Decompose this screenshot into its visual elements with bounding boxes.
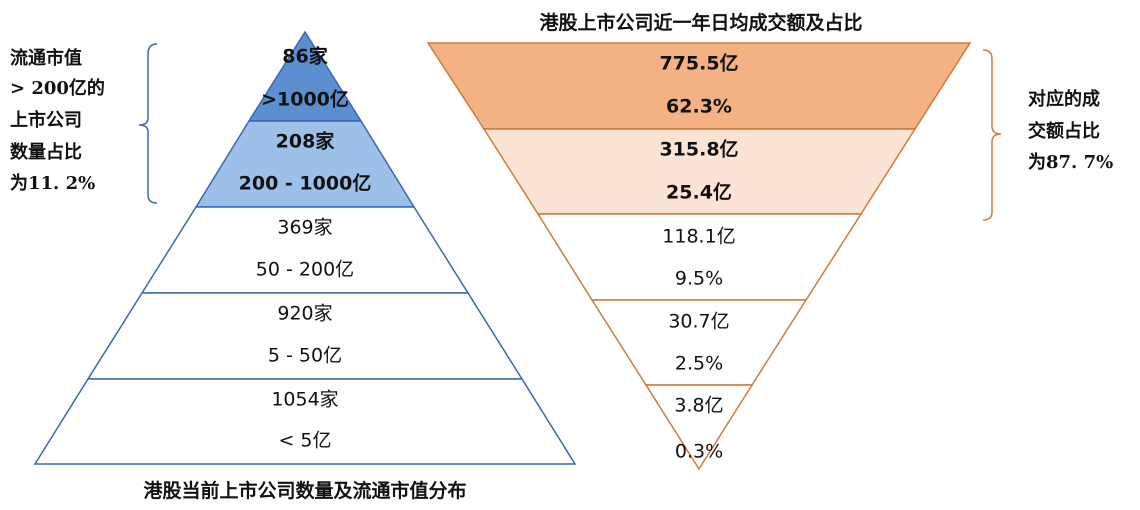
funnel-note-line-3: 为87. 7% xyxy=(1028,151,1113,173)
pyramid-bracket xyxy=(138,43,158,204)
pyramid-caption: 港股当前上市公司数量及流通市值分布 xyxy=(143,479,466,502)
pyramid-note-line-3: 上市公司 xyxy=(10,109,82,131)
pyramid-tier-2-range: 200 - 1000亿 xyxy=(239,172,372,195)
pyramid-tier-5 xyxy=(33,378,577,465)
pyramid-note-line-1: 流通市值 xyxy=(10,47,82,69)
funnel-tier-1-share: 62.3% xyxy=(666,96,732,118)
pyramid-tier-5-count: 1054家 xyxy=(271,389,338,411)
pyramid: 86家 >1000亿 208家 200 - 1000亿 369家 50 - 20… xyxy=(10,30,577,502)
pyramid-tier-2-count: 208家 xyxy=(276,130,336,153)
pyramid-note-line-4: 数量占比 xyxy=(10,141,82,163)
pyramid-tier-1-range: >1000亿 xyxy=(261,88,349,111)
funnel-note-line-2: 交额占比 xyxy=(1028,120,1100,142)
funnel-tier-1-amount: 775.5亿 xyxy=(659,52,738,75)
pyramid-tier-3-count: 369家 xyxy=(277,217,332,239)
funnel: 港股上市公司近一年日均成交额及占比 775.5亿 62.3% 315.8亿 25… xyxy=(426,11,1113,471)
pyramid-note-line-2: > 200亿的 xyxy=(10,77,105,99)
funnel-tier-5-share: 0.3% xyxy=(675,441,723,463)
funnel-note-line-1: 对应的成 xyxy=(1028,88,1100,110)
funnel-tier-3-share: 9.5% xyxy=(675,268,723,290)
pyramid-tier-5-range: < 5亿 xyxy=(278,430,331,452)
pyramid-tier-1-count: 86家 xyxy=(282,45,328,68)
funnel-bracket xyxy=(982,49,1002,221)
funnel-tier-2-amount: 315.8亿 xyxy=(659,138,738,161)
funnel-tier-2-share: 25.4亿 xyxy=(666,181,732,204)
funnel-tier-4-share: 2.5% xyxy=(675,353,723,375)
pyramid-note-line-5: 为11. 2% xyxy=(10,172,95,194)
pyramid-tier-4-range: 5 - 50亿 xyxy=(268,345,342,367)
funnel-tier-5-amount: 3.8亿 xyxy=(674,395,723,417)
funnel-title: 港股上市公司近一年日均成交额及占比 xyxy=(539,11,862,34)
funnel-tier-3-amount: 118.1亿 xyxy=(662,226,735,248)
funnel-tier-4-amount: 30.7亿 xyxy=(668,311,729,333)
pyramid-tier-4-count: 920家 xyxy=(277,303,332,325)
funnel-tier-5 xyxy=(644,384,754,471)
pyramid-tier-3-range: 50 - 200亿 xyxy=(256,259,354,281)
